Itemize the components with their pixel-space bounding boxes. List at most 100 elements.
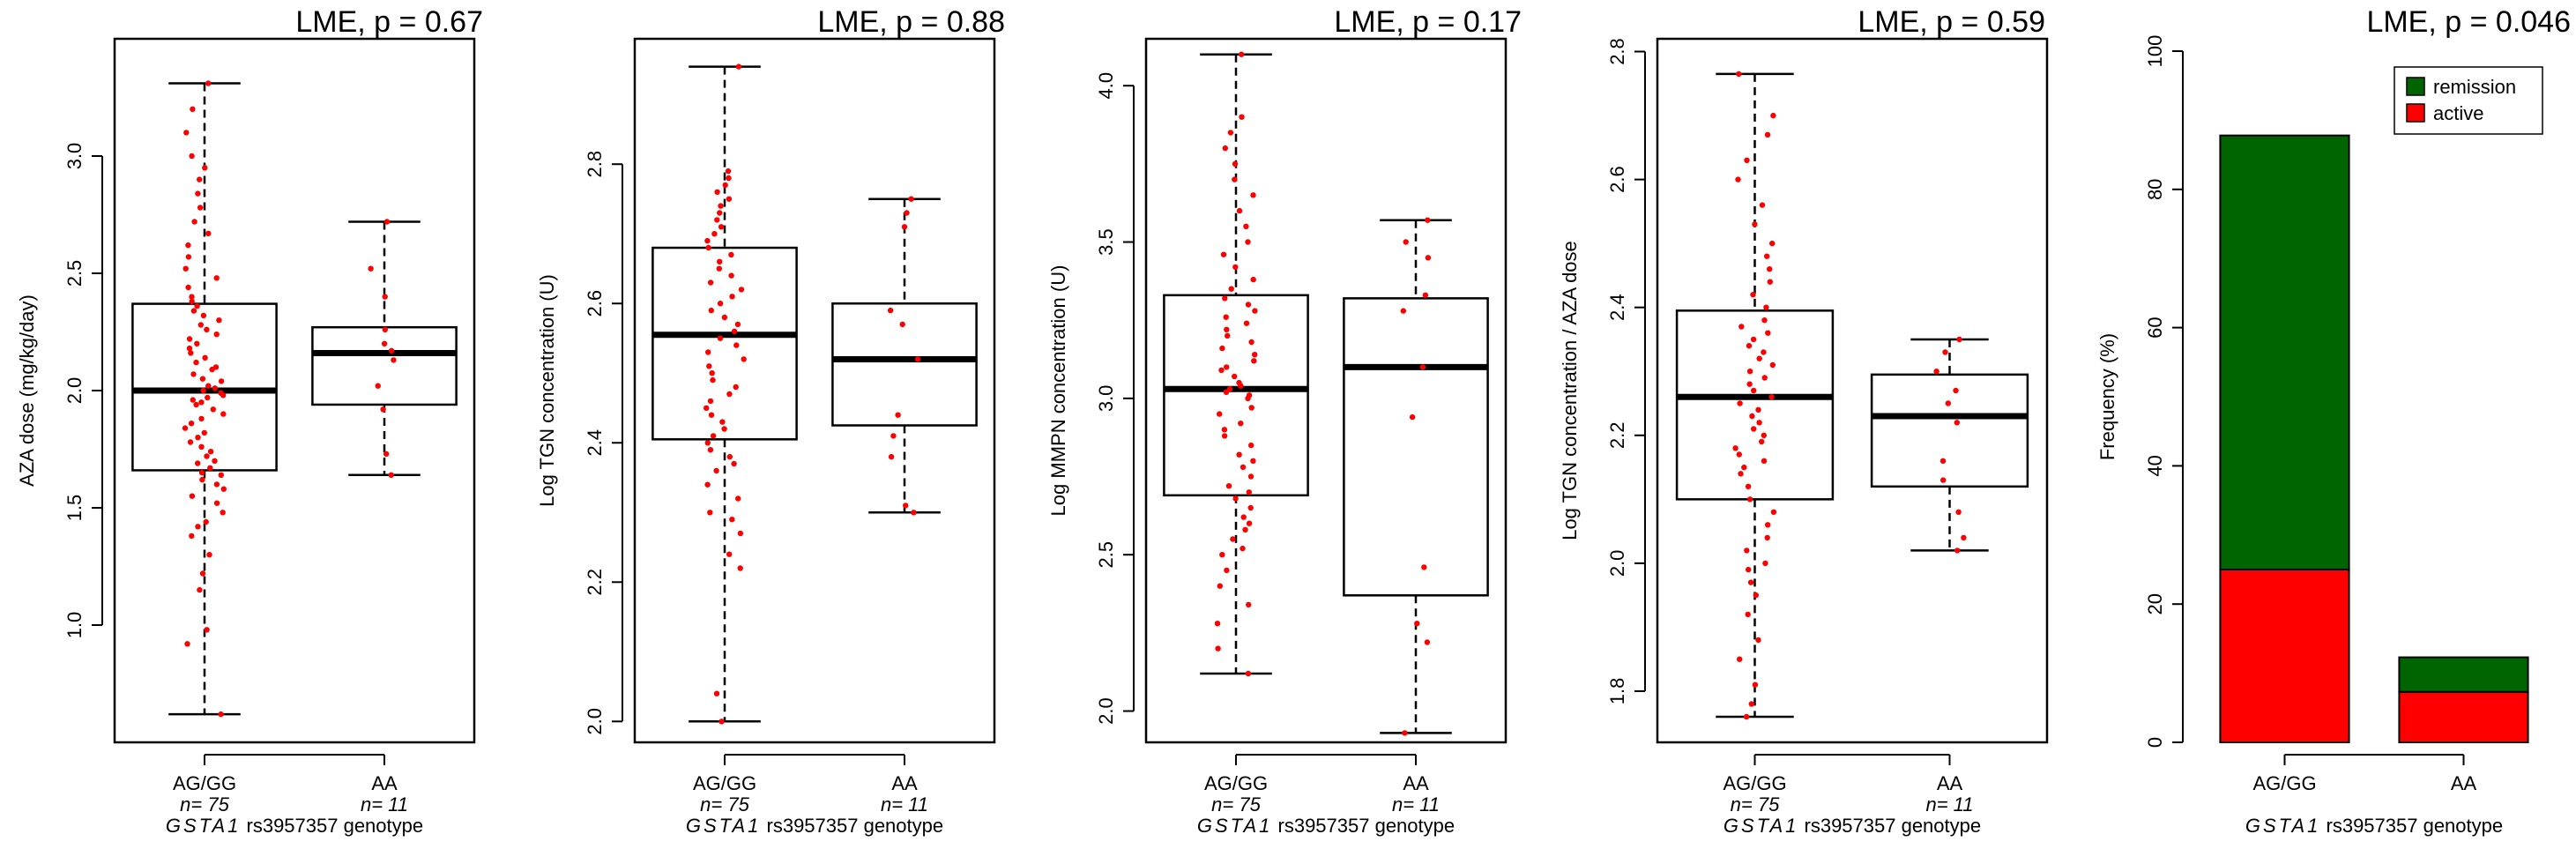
data-point [728, 272, 734, 279]
data-point [195, 190, 201, 197]
data-point [193, 359, 199, 366]
y-tick-label: 2.0 [63, 377, 86, 405]
data-point [707, 447, 714, 453]
data-point [204, 453, 210, 459]
y-tick-label: 2.0 [1095, 697, 1117, 725]
x-axis-label: GSTA1 rs3957357 genotype [1724, 815, 1981, 837]
data-point [1223, 314, 1229, 320]
data-point [186, 345, 193, 352]
data-point [213, 331, 220, 338]
data-point [738, 287, 745, 293]
data-point [190, 371, 197, 377]
y-axis-label: AZA dose (mg/kg/day) [16, 294, 38, 487]
data-point [733, 342, 740, 348]
data-point [1769, 361, 1776, 369]
data-point [1751, 387, 1757, 394]
data-point [202, 165, 208, 171]
data-point [1240, 545, 1246, 552]
data-point [710, 433, 717, 439]
data-point [198, 443, 205, 450]
x-axis-label: GSTA1 rs3957357 genotype [2245, 815, 2503, 837]
category-label: AA [1403, 772, 1429, 794]
plot-frame [113, 37, 476, 744]
legend: remission active [2394, 66, 2543, 135]
data-point [1246, 601, 1252, 608]
data-point [1219, 552, 1225, 558]
legend-label-remission: remission [2433, 76, 2516, 98]
data-point [1214, 621, 1221, 627]
data-point [719, 419, 726, 425]
data-point [1732, 445, 1738, 451]
iqr-box [131, 302, 278, 472]
plot-frame [633, 37, 996, 744]
data-point [1752, 221, 1758, 227]
data-point [731, 328, 738, 334]
iqr-box [1870, 373, 2029, 488]
y-tick-label: 3.0 [1095, 385, 1117, 413]
box-aa [311, 220, 458, 477]
box-aa [1870, 338, 2029, 552]
iqr-box [831, 302, 978, 427]
data-point [737, 530, 744, 537]
data-point [1737, 656, 1743, 662]
data-point [220, 486, 227, 492]
data-point [183, 130, 190, 136]
data-point [198, 469, 205, 476]
data-point [728, 251, 734, 258]
data-point [1236, 379, 1242, 386]
bar-active-aa [2398, 690, 2529, 744]
data-point [1248, 442, 1254, 449]
data-point [1752, 682, 1759, 688]
data-point [182, 265, 189, 272]
data-point [707, 510, 713, 516]
data-point [716, 265, 722, 272]
data-point [1933, 369, 1939, 375]
data-point [194, 340, 200, 346]
data-point [1761, 432, 1768, 438]
data-point [391, 357, 397, 363]
data-point [199, 376, 206, 382]
data-point [197, 322, 204, 328]
data-point [195, 460, 201, 466]
data-point [704, 405, 710, 411]
data-point [1765, 522, 1771, 528]
data-point [213, 275, 220, 281]
data-point [1225, 483, 1232, 489]
data-point [1736, 451, 1743, 458]
data-point [190, 397, 196, 403]
data-point [202, 354, 208, 361]
plot-frame [1656, 37, 2049, 744]
chart-panel-1: LME, p = 0.67 1.0 1.5 2.0 2.5 3.0 AZA dose (mg… [16, 5, 483, 837]
chart-title: LME, p = 0.67 [295, 5, 483, 39]
data-point [1756, 420, 1762, 426]
data-point [210, 406, 216, 413]
data-point [383, 219, 391, 225]
data-point [722, 182, 728, 189]
category-label: AA [371, 772, 398, 794]
data-point [1225, 332, 1231, 339]
data-point [1751, 426, 1757, 432]
data-point [205, 80, 212, 86]
data-point [207, 449, 214, 455]
data-point [207, 465, 213, 471]
data-point [195, 435, 201, 441]
data-point [1956, 336, 1962, 343]
data-point [212, 458, 218, 464]
data-point [1402, 730, 1408, 736]
data-point [1939, 458, 1947, 464]
x-axis-label: GSTA1 rs3957357 genotype [1197, 815, 1455, 837]
category-label: AA [1937, 772, 1963, 794]
y-tick-label: 60 [2144, 317, 2166, 338]
chart-panel-5: LME, p = 0.046 0 20 40 60 80 100 Frequency (%) A… [2096, 5, 2571, 837]
data-point [216, 317, 222, 324]
data-point [704, 440, 711, 446]
y-tick-label: 80 [2144, 179, 2166, 200]
category-label: AG/GG [173, 772, 236, 794]
data-point [737, 565, 743, 571]
y-tick-label: 2.4 [584, 429, 606, 457]
data-point [1770, 112, 1776, 119]
y-tick-label: 100 [2144, 35, 2166, 68]
data-point [1764, 534, 1770, 541]
data-point [1753, 592, 1760, 599]
